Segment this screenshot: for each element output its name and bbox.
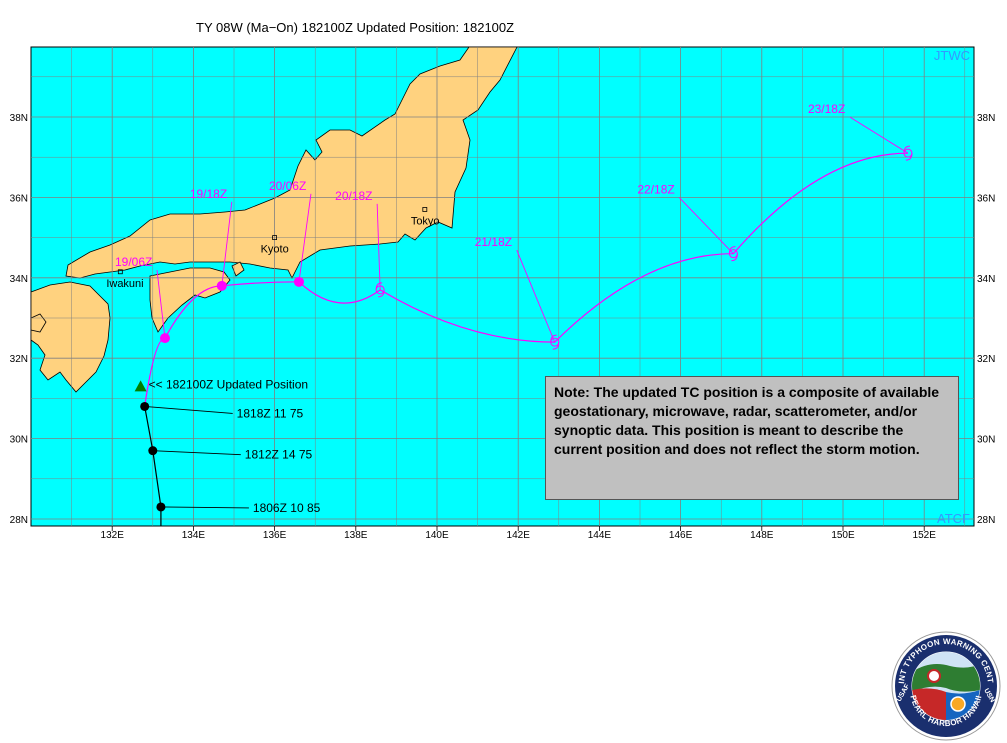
- agency-label-jtwc: JTWC: [934, 48, 970, 63]
- jtwc-seal: JOINT TYPHOON WARNING CENTER PEARL HARBO…: [890, 630, 1001, 741]
- lat-tick-label-left: 28N: [10, 515, 28, 526]
- lat-tick-label-right: 28N: [977, 515, 995, 526]
- forecast-label: 20/18Z: [335, 189, 372, 203]
- typhoon-symbol-arms: [375, 282, 385, 298]
- forecast-label: 23/18Z: [808, 102, 845, 116]
- note-text: Note: The updated TC position is a compo…: [554, 384, 940, 457]
- city-marker: [422, 207, 428, 212]
- forecast-label: 19/18Z: [190, 187, 227, 201]
- forecast-label: 19/06Z: [115, 255, 152, 269]
- lat-tick-label-right: 34N: [977, 274, 995, 285]
- city-markers: Kyoto Tokyo Iwakuni: [106, 207, 440, 290]
- lat-tick-label-right: 38N: [977, 113, 995, 124]
- note-box: Note: The updated TC position is a compo…: [545, 376, 959, 500]
- typhoon-symbol: [728, 246, 738, 262]
- lon-tick-label: 134E: [182, 530, 206, 541]
- lat-tick-label-left: 30N: [10, 435, 28, 446]
- past-leader-line: [144, 405, 233, 414]
- land-shikoku: [149, 267, 231, 333]
- updated-position: << 182100Z Updated Position: [134, 377, 308, 392]
- past-leader-line: [152, 450, 241, 456]
- past-leader-line: [160, 506, 249, 509]
- lat-tick-label-right: 30N: [977, 435, 995, 446]
- updated-position-triangle: [134, 380, 147, 392]
- forecast-leader-line: [376, 203, 381, 290]
- land-masses: [30, 46, 518, 393]
- lon-tick-label: 138E: [344, 530, 368, 541]
- map-title: TY 08W (Ma−On) 182100Z Updated Position:…: [196, 20, 515, 35]
- land-island-west: [30, 313, 47, 333]
- lon-tick-label: 146E: [669, 530, 693, 541]
- forecast-leader-line: [849, 116, 909, 154]
- past-track: 1818Z 11 75 1812Z 14 75 1806Z 10 85: [140, 401, 321, 526]
- typhoon-symbol-arms: [728, 246, 738, 262]
- land-honshu: [65, 46, 518, 279]
- forecast-track: 19/06Z 19/18Z 20/06Z 20/18Z 21/18Z 22/18Z 23/1…: [115, 102, 913, 407]
- lon-tick-label: 142E: [507, 530, 531, 541]
- forecast-leader-line: [298, 193, 312, 282]
- lon-tick-label: 132E: [101, 530, 125, 541]
- lon-tick-label: 150E: [831, 530, 855, 541]
- city-label: Kyoto: [261, 244, 289, 256]
- land-kyushu: [30, 281, 111, 393]
- past-position-label: 1806Z 10 85: [253, 501, 321, 515]
- past-track-line: [144, 406, 162, 526]
- city-label: Tokyo: [411, 215, 440, 227]
- lat-tick-label-left: 38N: [10, 113, 28, 124]
- typhoon-symbol-arms: [903, 145, 913, 161]
- lat-tick-label-left: 34N: [10, 274, 28, 285]
- axis-tick-labels: 132E 134E 136E 138E 140E 142E 144E 146E 148E 150E…: [10, 113, 996, 541]
- lat-tick-label-right: 36N: [977, 193, 995, 204]
- agency-label-atcf: ATCF: [937, 511, 970, 526]
- lon-tick-label: 136E: [263, 530, 287, 541]
- forecast-leader-line: [516, 249, 556, 343]
- lon-tick-label: 152E: [913, 530, 937, 541]
- lat-tick-label-right: 32N: [977, 354, 995, 365]
- lon-tick-label: 148E: [750, 530, 774, 541]
- forecast-leader-line: [221, 201, 233, 286]
- forecast-label: 22/18Z: [637, 183, 674, 197]
- lon-tick-label: 140E: [425, 530, 449, 541]
- lon-tick-label: 144E: [588, 530, 612, 541]
- past-position-label: 1812Z 14 75: [245, 448, 313, 462]
- forecast-leader-line: [679, 197, 734, 254]
- past-position-label: 1818Z 11 75: [237, 406, 304, 420]
- forecast-label: 21/18Z: [475, 235, 512, 249]
- city-marker: [117, 269, 123, 275]
- city-marker: [272, 235, 278, 241]
- forecast-label: 20/06Z: [269, 179, 306, 193]
- forecast-leader-line: [156, 270, 166, 339]
- lat-tick-label-left: 36N: [10, 193, 28, 204]
- typhoon-symbol: [903, 145, 913, 161]
- land-awaji: [231, 261, 245, 277]
- city-label: Iwakuni: [106, 278, 143, 290]
- lat-tick-label-left: 32N: [10, 354, 28, 365]
- updated-position-label: << 182100Z Updated Position: [149, 377, 308, 391]
